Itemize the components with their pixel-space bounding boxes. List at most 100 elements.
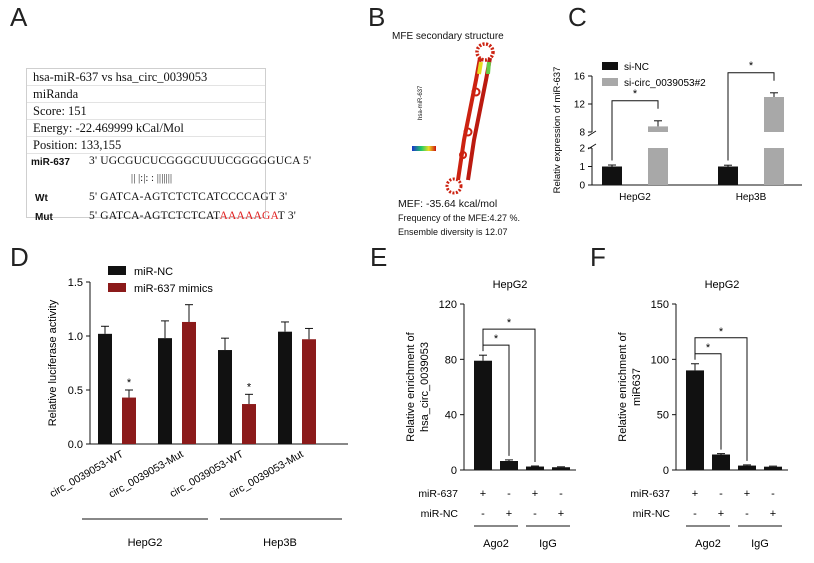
rna-bulge [463,127,473,137]
significance-marker: * [247,381,252,393]
significance-marker: * [706,342,711,354]
row-symbol: - [693,508,697,520]
alignment-header-row: hsa-miR-637 vs hsa_circ_0039053 [27,69,265,86]
panel-letter-a: A [10,2,28,32]
y-tick-label: 0 [579,181,585,192]
x-tick-label: HepG2 [619,192,651,203]
y-axis-label: miR637 [631,368,643,406]
x-tick-label: Hep3B [736,192,767,203]
group-label: Ago2 [483,538,509,550]
significance-bracket [611,100,659,161]
bar [648,148,668,185]
panel-letter-c: C [568,2,587,32]
rna-bottom-loop [445,177,463,195]
row-symbol: + [480,488,486,500]
rna-top-loop [475,42,495,62]
significance-bracket [694,337,748,461]
bar [526,466,544,470]
y-tick-label: 80 [445,354,457,366]
wt-sequence: 5' GATCA-AGTCTCTCATCCCCAGT 3' [89,191,288,203]
y-tick-label: 0.0 [68,439,83,451]
bar [122,397,136,444]
bar [278,331,292,444]
y-tick-label: 100 [651,354,669,366]
row-symbol: + [770,508,776,520]
legend-swatch [602,62,618,70]
y-tick-label: 1.5 [68,277,83,289]
legend-swatch [602,78,618,86]
y-tick-label: 40 [445,410,457,422]
chart-title: HepG2 [705,279,740,291]
y-tick-label: 0 [451,465,457,477]
rna-highlight [477,61,483,75]
legend-swatch [108,266,126,275]
bar [552,467,570,470]
mut-label: Mut [35,212,53,223]
row-symbol: - [771,488,775,500]
alignment-row: Position: 133,155 [27,137,265,154]
bar [718,166,738,185]
mir-label: miR-637 [31,157,70,168]
axis-break-mark [587,130,597,150]
mfe-frequency: Frequency of the MFE:4.27 %. [398,213,521,223]
y-tick-label: 120 [439,299,457,311]
chart-f: HepG2 0 50 100 150 Relative enrichment of miR6… [617,279,788,550]
significance-marker: * [127,377,132,389]
legend-swatch [108,283,126,292]
bar [474,360,492,470]
y-axis-label: Relativ expression of miR-637 [552,67,563,194]
wt-label: Wt [35,193,48,204]
bar [764,148,784,185]
significance-marker: * [633,88,638,100]
row-label: miR-637 [418,488,458,500]
row-symbol: - [533,508,537,520]
group-label: IgG [539,538,557,550]
significance-marker: * [749,60,754,72]
group-label: Hep3B [263,537,297,549]
alignment-title: hsa-miR-637 vs hsa_circ_0039053 [33,70,208,84]
mfe-value: MEF: -35.64 kcal/mol [398,198,498,210]
bar [712,454,730,470]
y-tick-label: 16 [574,72,586,83]
bar [242,404,256,444]
bar [738,465,756,470]
y-tick-label: 150 [651,299,669,311]
ensemble-diversity: Ensemble diversity is 12.07 [398,227,508,237]
y-tick-label: 8 [579,128,585,139]
color-scale-bar [412,146,436,151]
mut-sequence-part: 5' GATCA-AGTCTCTCAT [89,210,220,222]
chart-e: HepG2 0 40 80 120 Relative enrichment of hsa_c… [405,279,576,550]
legend-label: miR-637 mimics [134,283,213,295]
rna-highlight [486,61,491,75]
row-symbol: - [719,488,723,500]
panel-letter-e: E [370,242,388,272]
significance-bracket [482,344,510,456]
row-label: miR-NC [633,508,671,520]
chart-d: 0.0 0.5 1.0 1.5 Relative luciferase activity… [47,266,348,549]
alignment-position: Position: 133,155 [33,138,122,152]
y-tick-label: 0.5 [68,385,83,397]
bar [302,339,316,444]
y-tick-label: 2 [579,144,585,155]
row-symbol: - [507,488,511,500]
row-label: miR-NC [421,508,459,520]
bar [602,166,622,185]
y-axis-label: Relative luciferase activity [47,299,59,426]
alignment-row: miRanda [27,86,265,103]
row-symbol: + [692,488,698,500]
pairing-lines: || |:|: : ||||||| [131,173,173,184]
mut-sequence: 5' GATCA-AGTCTCTCATAAAAAGAT 3' [89,210,296,222]
group-label: HepG2 [128,537,163,549]
chart-title: HepG2 [493,279,528,291]
bar [764,97,784,132]
rna-stem-strand [466,57,492,181]
row-symbol: + [718,508,724,520]
bar [500,461,518,470]
bar [218,350,232,444]
bar [764,466,782,470]
row-symbol: - [745,508,749,520]
alignment-row: Score: 151 [27,103,265,120]
bar [182,321,196,444]
panel-letter-d: D [10,242,29,272]
